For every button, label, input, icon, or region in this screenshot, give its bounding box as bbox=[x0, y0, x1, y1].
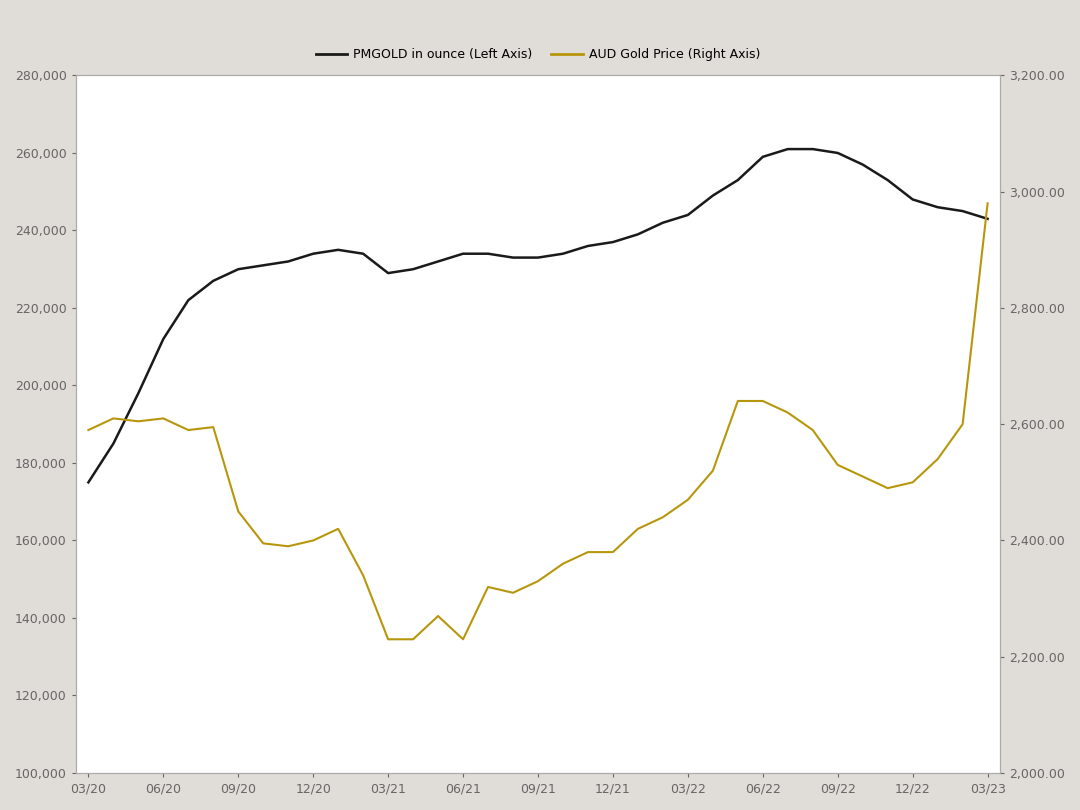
Legend: PMGOLD in ounce (Left Axis), AUD Gold Price (Right Axis): PMGOLD in ounce (Left Axis), AUD Gold Pr… bbox=[311, 44, 766, 66]
